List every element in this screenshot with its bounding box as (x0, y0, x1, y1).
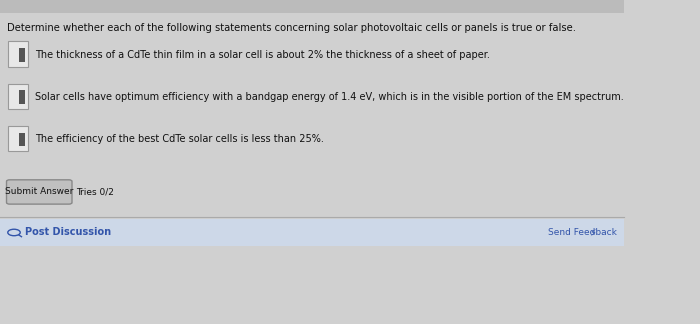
FancyBboxPatch shape (19, 90, 25, 104)
FancyBboxPatch shape (19, 48, 25, 62)
Text: ⚡: ⚡ (589, 227, 596, 237)
FancyBboxPatch shape (8, 41, 28, 67)
Text: Tries 0/2: Tries 0/2 (76, 188, 114, 196)
FancyBboxPatch shape (8, 84, 28, 109)
FancyBboxPatch shape (0, 0, 624, 13)
FancyBboxPatch shape (8, 126, 28, 151)
FancyBboxPatch shape (0, 219, 624, 246)
Text: Submit Answer: Submit Answer (5, 188, 74, 196)
FancyBboxPatch shape (19, 133, 25, 146)
FancyBboxPatch shape (6, 180, 72, 204)
Text: The thickness of a CdTe thin film in a solar cell is about 2% the thickness of a: The thickness of a CdTe thin film in a s… (34, 50, 489, 60)
Text: Solar cells have optimum efficiency with a bandgap energy of 1.4 eV, which is in: Solar cells have optimum efficiency with… (34, 92, 623, 102)
Text: Post Discussion: Post Discussion (25, 227, 111, 237)
Text: Send Feedback: Send Feedback (547, 228, 617, 237)
Text: The efficiency of the best CdTe solar cells is less than 25%.: The efficiency of the best CdTe solar ce… (34, 134, 323, 144)
Text: Determine whether each of the following statements concerning solar photovoltaic: Determine whether each of the following … (6, 23, 575, 33)
